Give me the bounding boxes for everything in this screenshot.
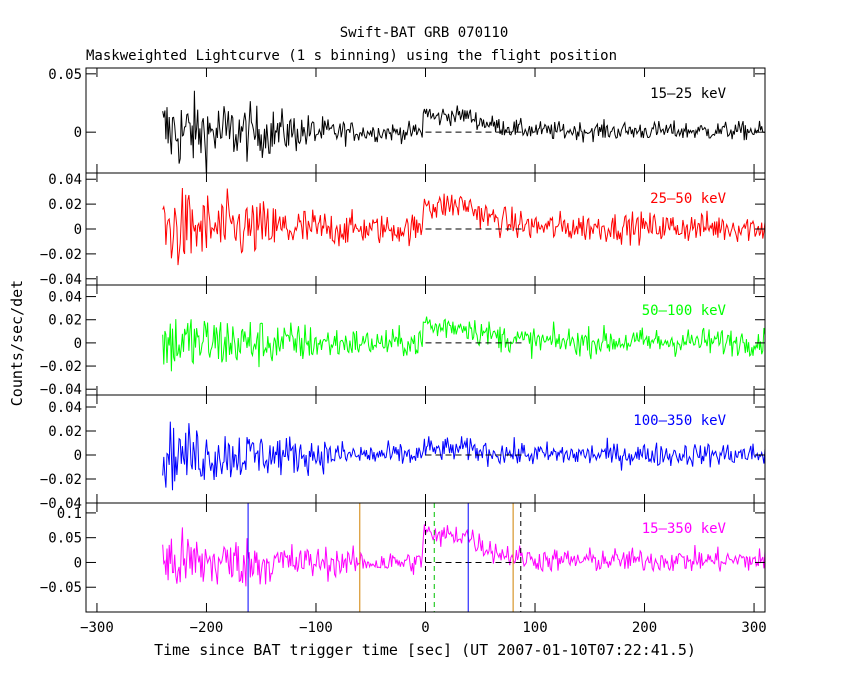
band-label: 15–350 keV — [642, 521, 727, 537]
y-tick-label: 0.05 — [48, 67, 82, 83]
y-tick-label: 0.04 — [48, 290, 82, 306]
y-tick-label: 0.04 — [48, 172, 82, 188]
band-label: 100–350 keV — [633, 413, 726, 429]
band-label: 25–50 keV — [650, 191, 726, 207]
y-tick-label: −0.05 — [40, 580, 82, 596]
panel-4: 0.04 0.02 0 −0.02 −0.04 100–350 keV — [40, 394, 766, 512]
x-tick-label: 200 — [632, 620, 657, 636]
x-tick-label: 300 — [741, 620, 766, 636]
x-tick-label: 100 — [522, 620, 547, 636]
panel-5: 0.1 0.05 0 −0.05 15–350 keV — [40, 502, 766, 613]
y-tick-label: 0 — [74, 448, 82, 464]
x-axis: −300 −200 −100 0 100 200 300 — [80, 620, 767, 636]
y-tick-label: 0 — [74, 336, 82, 352]
y-tick-label: 0.05 — [48, 531, 82, 547]
y-tick-label: 0.02 — [48, 313, 82, 329]
panels-group: 0.05 0 15–25 keV 0.04 0.02 0 −0.02 −0.04 25–50 k… — [40, 67, 766, 613]
y-axis-label: Counts/sec/det — [8, 280, 26, 406]
band-label: 15–25 keV — [650, 86, 726, 102]
series-line-3 — [162, 316, 765, 372]
x-tick-label: 0 — [421, 620, 429, 636]
x-axis-label: Time since BAT trigger time [sec] (UT 20… — [154, 641, 696, 659]
series-line-5 — [162, 524, 765, 587]
panel-frame — [85, 284, 766, 396]
x-tick-label: −100 — [299, 620, 333, 636]
y-tick-label: 0.02 — [48, 424, 82, 440]
chart-title: Swift-BAT GRB 070110 — [340, 25, 509, 41]
series-line-4 — [162, 421, 765, 491]
y-tick-label: 0.02 — [48, 197, 82, 213]
y-tick-label: 0 — [74, 125, 82, 141]
panel-2: 0.04 0.02 0 −0.02 −0.04 25–50 keV — [40, 172, 766, 288]
panel-3: 0.04 0.02 0 −0.02 −0.04 50–100 keV — [40, 284, 766, 398]
x-tick-label: −200 — [190, 620, 224, 636]
panel-1: 0.05 0 15–25 keV — [48, 67, 766, 174]
y-tick-label: −0.04 — [40, 382, 82, 398]
y-tick-label: 0.04 — [48, 400, 82, 416]
y-tick-label: −0.04 — [40, 272, 82, 288]
chart-subtitle: Maskweighted Lightcurve (1 s binning) us… — [86, 48, 617, 64]
x-tick-label: −300 — [80, 620, 114, 636]
y-tick-label: −0.02 — [40, 359, 82, 375]
band-label: 50–100 keV — [642, 303, 727, 319]
y-tick-label: −0.02 — [40, 472, 82, 488]
series-line-1 — [162, 90, 765, 173]
y-tick-label: 0 — [74, 555, 82, 571]
y-tick-label: 0 — [74, 222, 82, 238]
y-tick-label: −0.04 — [40, 496, 82, 512]
panel-frame — [85, 67, 766, 174]
y-tick-label: −0.02 — [40, 247, 82, 263]
y-tick-label: 0.1 — [57, 506, 82, 522]
series-line-2 — [162, 187, 765, 266]
